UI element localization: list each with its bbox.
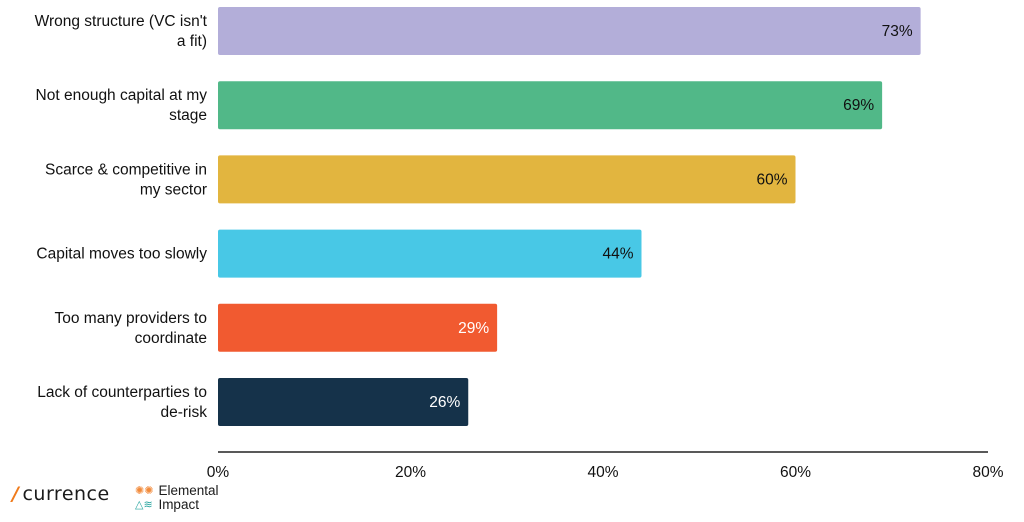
category-label-line: my sector [140,181,207,198]
bar-value-label: 44% [602,246,633,263]
category-label-line: Scarce & competitive in [45,161,207,178]
category-label-line: Not enough capital at my [36,87,208,104]
category-label-line: a fit) [177,33,207,50]
bars-group [218,7,921,426]
category-label-line: Capital moves too slowly [36,246,207,263]
category-labels: Wrong structure (VC isn't a fit) Not enoug… [35,13,208,421]
category-label-line: Too many providers to [55,310,208,327]
category-label: Scarce & competitive in my sector [45,161,207,198]
category-label-line: Lack of counterparties to [37,384,207,401]
bar [218,303,498,352]
category-label-line: stage [169,107,207,124]
bar [218,7,921,55]
x-tick-label: 40% [587,464,618,481]
x-tick-label: 60% [780,464,811,481]
bar [218,229,642,278]
bar [218,155,796,204]
bar-value-label: 73% [882,23,913,40]
bar-value-label: 69% [843,97,874,114]
category-label-line: Wrong structure (VC isn't [35,13,208,30]
x-axis-ticks: 0% 20% 40% 60% 80% [207,464,1004,481]
bar-value-label: 60% [756,171,787,188]
x-tick-label: 20% [395,464,426,481]
bar-value-label: 26% [429,394,460,411]
category-label-line: coordinate [135,330,207,347]
value-labels: 73% 69% 60% 44% 29% 26% [429,23,913,411]
category-label: Not enough capital at my stage [36,87,208,124]
bar [218,378,469,426]
category-label: Too many providers to coordinate [55,310,208,347]
x-tick-label: 0% [207,464,230,481]
bar [218,81,883,130]
category-label: Wrong structure (VC isn't a fit) [35,13,208,50]
x-tick-label: 80% [972,464,1003,481]
category-label-line: de-risk [160,404,207,421]
bar-value-label: 29% [458,320,489,337]
category-label: Capital moves too slowly [36,246,207,263]
category-label: Lack of counterparties to de-risk [37,384,207,421]
